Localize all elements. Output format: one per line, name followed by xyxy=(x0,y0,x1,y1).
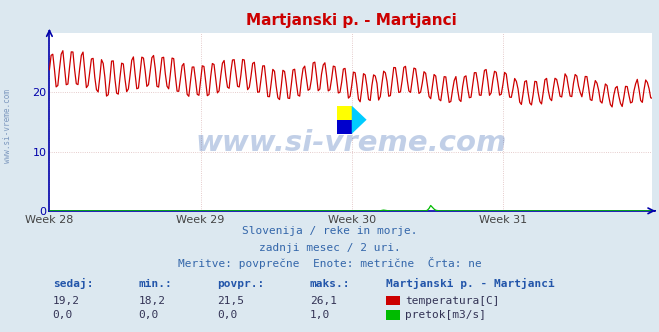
Text: zadnji mesec / 2 uri.: zadnji mesec / 2 uri. xyxy=(258,243,401,253)
Title: Martjanski p. - Martjanci: Martjanski p. - Martjanci xyxy=(246,13,456,28)
Text: Slovenija / reke in morje.: Slovenija / reke in morje. xyxy=(242,226,417,236)
Polygon shape xyxy=(352,106,366,134)
Text: pretok[m3/s]: pretok[m3/s] xyxy=(405,310,486,320)
Text: 19,2: 19,2 xyxy=(53,296,80,306)
Text: 18,2: 18,2 xyxy=(138,296,165,306)
Text: maks.:: maks.: xyxy=(310,279,350,289)
Text: 0,0: 0,0 xyxy=(138,310,159,320)
Text: povpr.:: povpr.: xyxy=(217,279,265,289)
Text: www.si-vreme.com: www.si-vreme.com xyxy=(195,129,507,157)
Text: 0,0: 0,0 xyxy=(217,310,238,320)
Polygon shape xyxy=(337,106,352,120)
Text: temperatura[C]: temperatura[C] xyxy=(405,296,500,306)
Text: sedaj:: sedaj: xyxy=(53,278,93,289)
Text: min.:: min.: xyxy=(138,279,172,289)
Text: 0,0: 0,0 xyxy=(53,310,73,320)
Text: Martjanski p. - Martjanci: Martjanski p. - Martjanci xyxy=(386,278,554,289)
Text: 26,1: 26,1 xyxy=(310,296,337,306)
Text: 21,5: 21,5 xyxy=(217,296,244,306)
Polygon shape xyxy=(337,120,352,134)
Text: Meritve: povprečne  Enote: metrične  Črta: ne: Meritve: povprečne Enote: metrične Črta:… xyxy=(178,257,481,269)
Text: www.si-vreme.com: www.si-vreme.com xyxy=(3,89,13,163)
Text: 1,0: 1,0 xyxy=(310,310,330,320)
